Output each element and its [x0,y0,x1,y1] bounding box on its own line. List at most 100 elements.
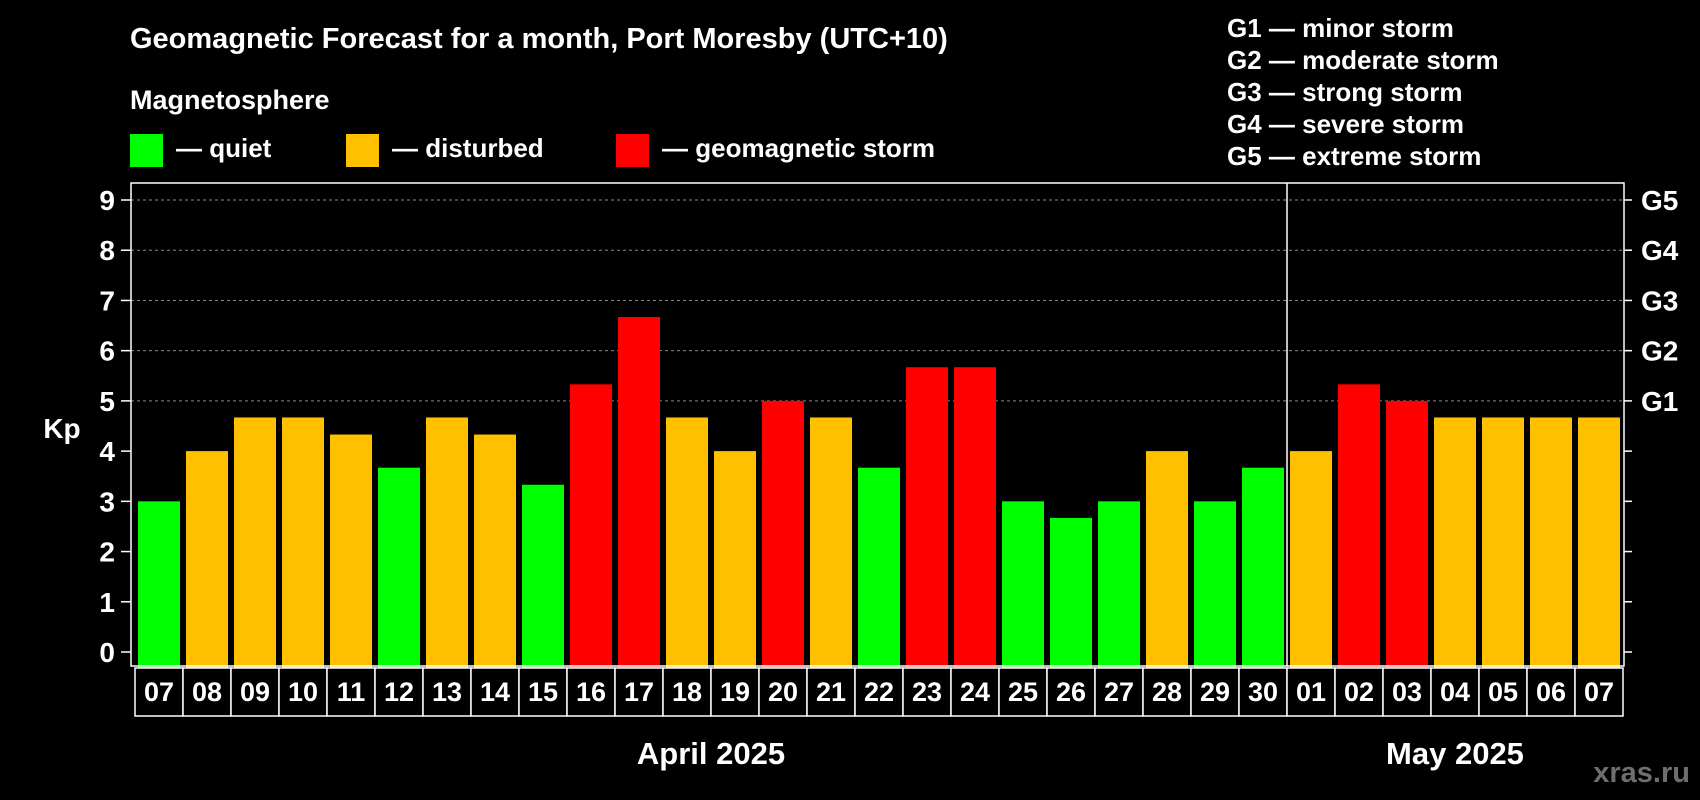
day-label-22: 29 [1200,677,1230,707]
day-box-15 [854,667,904,717]
storm-level-g4: G4 — severe storm [1227,109,1464,139]
right-axis-label-g4: G4 [1641,235,1679,266]
day-label-8: 15 [528,677,558,707]
storm-level-g1: G1 — minor storm [1227,13,1454,43]
day-label-14: 21 [816,677,846,707]
legend-label-storm: — geomagnetic storm [662,133,935,163]
watermark: xras.ru [1593,757,1690,789]
right-axis-label-g3: G3 [1641,285,1678,316]
day-label-13: 20 [768,677,798,707]
month-label-april: April 2025 [637,736,785,771]
day-box-9 [566,667,616,717]
bar-24 [1290,451,1332,668]
y-tick-label-5: 5 [99,386,115,417]
bar-27 [1434,417,1476,668]
day-box-23 [1238,667,1288,717]
y-tick-label-8: 8 [99,235,115,266]
day-box-13 [758,667,808,717]
day-box-0 [134,667,184,717]
bar-28 [1482,417,1524,668]
day-box-4 [326,667,376,717]
right-axis-label-g1: G1 [1641,386,1678,417]
day-label-6: 13 [432,677,462,707]
day-label-23: 30 [1248,677,1278,707]
day-label-29: 06 [1536,677,1566,707]
bar-16 [906,367,948,668]
bar-8 [522,484,564,668]
day-box-20 [1094,667,1144,717]
bar-14 [810,417,852,668]
y-tick-label-7: 7 [99,285,115,316]
day-label-16: 23 [912,677,942,707]
day-label-15: 22 [864,677,894,707]
storm-level-g5: G5 — extreme storm [1227,141,1481,171]
day-box-30 [1574,667,1624,717]
bar-9 [570,384,612,668]
bar-7 [474,434,516,668]
magnetosphere-label: Magnetosphere [130,85,330,115]
day-label-25: 02 [1344,677,1374,707]
bar-1 [186,451,228,668]
day-label-3: 10 [288,677,318,707]
day-label-4: 11 [337,677,366,707]
day-label-27: 04 [1440,677,1470,707]
day-box-10 [614,667,664,717]
day-label-26: 03 [1392,677,1422,707]
bar-30 [1578,417,1620,668]
bar-15 [858,467,900,668]
day-label-9: 16 [576,677,606,707]
day-box-8 [518,667,568,717]
day-box-21 [1142,667,1192,717]
day-box-1 [182,667,232,717]
day-label-24: 01 [1296,677,1326,707]
day-label-5: 12 [384,677,414,707]
legend-swatch-disturbed [346,134,379,167]
day-label-18: 25 [1008,677,1038,707]
bar-25 [1338,384,1380,668]
y-tick-label-9: 9 [99,185,115,216]
day-box-28 [1478,667,1528,717]
day-box-25 [1334,667,1384,717]
day-box-6 [422,667,472,717]
day-label-19: 26 [1056,677,1086,707]
legend-swatch-storm [616,134,649,167]
bar-21 [1146,451,1188,668]
bar-22 [1194,501,1236,668]
bar-5 [378,467,420,668]
bar-12 [714,451,756,668]
bar-10 [618,317,660,668]
day-box-5 [374,667,424,717]
legend-label-disturbed: — disturbed [392,133,544,163]
day-label-2: 09 [240,677,270,707]
right-axis-label-g2: G2 [1641,336,1678,367]
bar-29 [1530,417,1572,668]
day-label-1: 08 [192,677,222,707]
day-box-2 [230,667,280,717]
bar-18 [1002,501,1044,668]
day-box-12 [710,667,760,717]
day-label-10: 17 [624,677,654,707]
y-tick-label-4: 4 [99,436,115,467]
day-box-22 [1190,667,1240,717]
day-box-16 [902,667,952,717]
day-label-30: 07 [1584,677,1614,707]
day-label-0: 07 [144,677,174,707]
bar-26 [1386,400,1428,668]
y-axis-label: Kp [43,413,80,444]
y-tick-label-3: 3 [99,486,115,517]
day-label-17: 24 [960,677,990,707]
plot-frame [130,182,1625,667]
legend-swatch-quiet [130,134,163,167]
day-box-14 [806,667,856,717]
storm-level-g3: G3 — strong storm [1227,77,1462,107]
bar-4 [330,434,372,668]
bar-19 [1050,517,1092,668]
day-label-21: 28 [1152,677,1182,707]
right-axis-label-g5: G5 [1641,185,1678,216]
storm-level-g2: G2 — moderate storm [1227,45,1499,75]
bar-2 [234,417,276,668]
legend-label-quiet: — quiet [176,133,272,163]
day-label-20: 27 [1104,677,1134,707]
